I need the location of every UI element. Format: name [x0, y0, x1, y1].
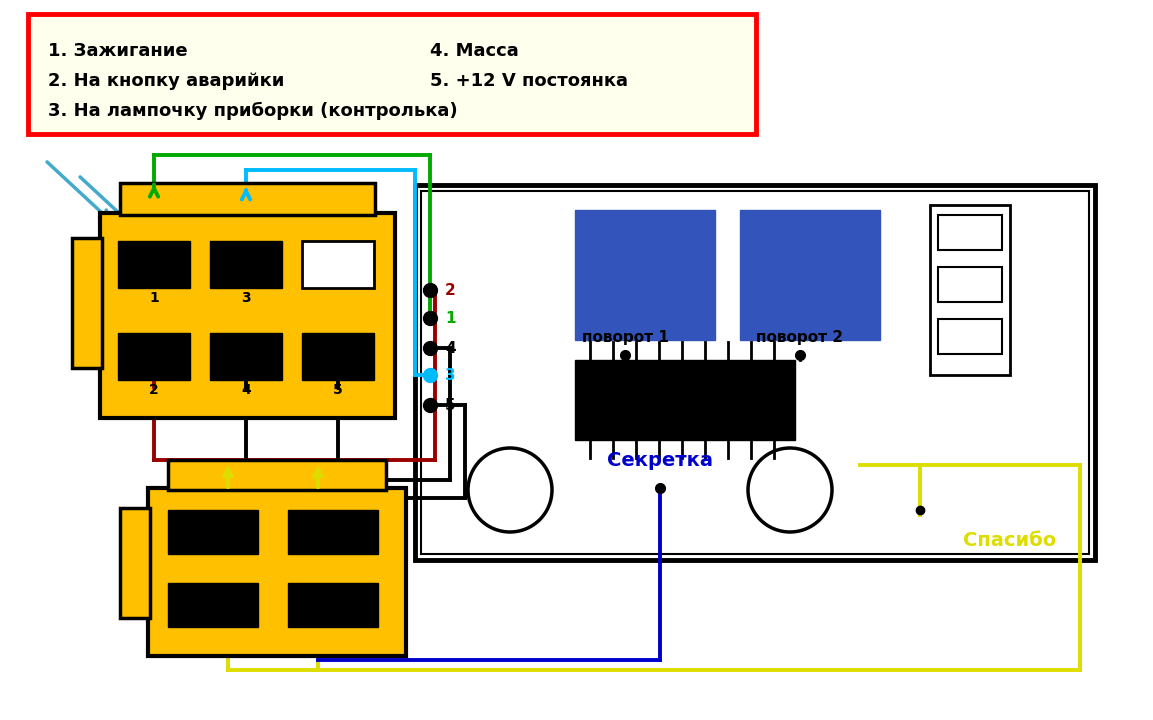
- Bar: [100, 213, 395, 418]
- Text: 3. На лампочку приборки (контролька): 3. На лампочку приборки (контролька): [48, 102, 458, 120]
- Bar: [118, 241, 190, 288]
- Bar: [415, 185, 1095, 560]
- Bar: [740, 210, 880, 340]
- Text: Секретка: Секретка: [606, 451, 713, 469]
- Bar: [148, 488, 406, 656]
- Bar: [168, 583, 258, 627]
- Text: Спасибо: Спасибо: [964, 531, 1056, 549]
- Bar: [930, 205, 1010, 375]
- Bar: [120, 183, 375, 215]
- Bar: [120, 508, 150, 618]
- Bar: [168, 460, 386, 490]
- Circle shape: [748, 448, 832, 532]
- Text: 4. Масса: 4. Масса: [430, 42, 519, 60]
- Text: 1: 1: [445, 310, 455, 325]
- Text: 3: 3: [241, 291, 251, 305]
- Bar: [302, 333, 374, 380]
- Text: 2. На кнопку аварийки: 2. На кнопку аварийки: [48, 72, 285, 90]
- Text: 2: 2: [445, 282, 455, 297]
- Bar: [939, 319, 1002, 354]
- Bar: [71, 238, 101, 368]
- Text: поворот 2: поворот 2: [756, 330, 844, 345]
- Text: 1: 1: [149, 291, 159, 305]
- Bar: [210, 241, 282, 288]
- Bar: [575, 360, 796, 440]
- Bar: [118, 333, 190, 380]
- Bar: [288, 510, 378, 554]
- Bar: [210, 333, 282, 380]
- Text: 3: 3: [445, 367, 455, 382]
- Circle shape: [468, 448, 552, 532]
- Bar: [421, 191, 1088, 554]
- FancyBboxPatch shape: [28, 14, 756, 134]
- Text: 5. +12 V постоянка: 5. +12 V постоянка: [430, 72, 628, 90]
- Bar: [939, 215, 1002, 250]
- Text: 5: 5: [333, 383, 342, 397]
- Bar: [302, 241, 374, 288]
- Text: 4: 4: [241, 383, 251, 397]
- Bar: [288, 583, 378, 627]
- Text: поворот 1: поворот 1: [581, 330, 669, 345]
- Bar: [168, 510, 258, 554]
- Bar: [939, 267, 1002, 302]
- Bar: [575, 210, 715, 340]
- Text: 5: 5: [445, 397, 455, 413]
- Text: 2: 2: [149, 383, 159, 397]
- Text: 4: 4: [445, 341, 455, 356]
- Text: 1. Зажигание: 1. Зажигание: [48, 42, 188, 60]
